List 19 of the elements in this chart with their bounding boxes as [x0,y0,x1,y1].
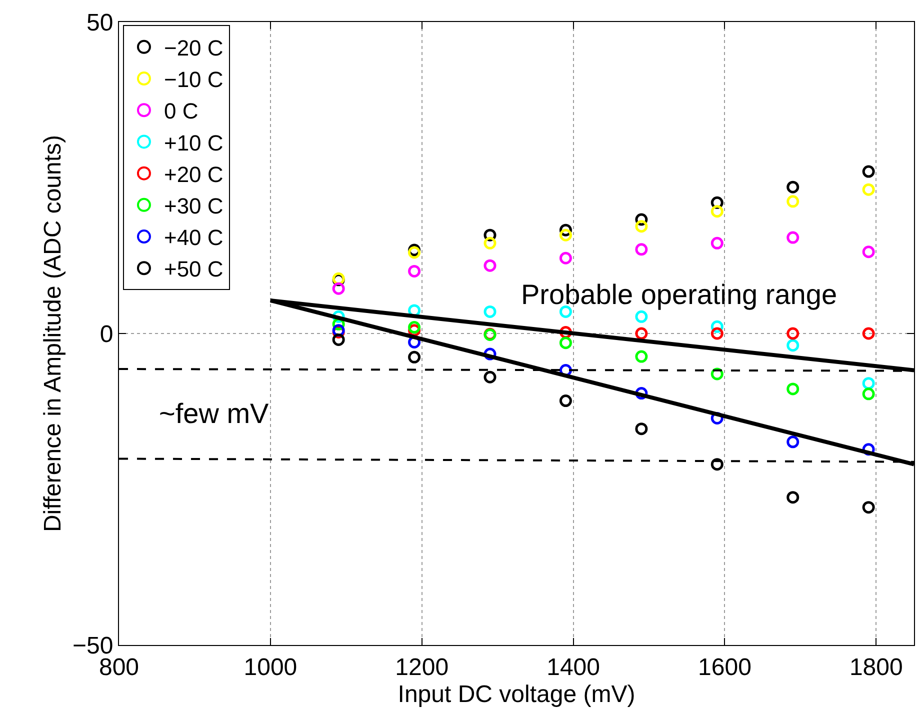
annotation: ~few mV [159,398,270,429]
y-tick-label: 50 [86,9,114,36]
legend-label: 0 C [164,98,198,124]
x-tick-label: 1800 [849,654,903,681]
x-axis-title: Input DC voltage (mV) [398,680,636,708]
legend-label: −20 C [164,35,224,60]
x-tick-label: 1200 [395,654,449,681]
legend-label: +10 C [164,130,224,156]
x-tick-label: 1400 [546,654,600,681]
x-tick-label: 1000 [244,654,298,681]
legend-label: −10 C [164,67,224,92]
legend-label: +40 C [164,225,224,250]
legend-label: +20 C [164,162,224,187]
x-tick-label: 1600 [698,654,752,681]
annotation: Probable operating range [521,279,838,310]
y-tick-label: 0 [100,320,114,348]
legend-label: +50 C [164,256,224,282]
legend-label: +30 C [164,193,224,218]
y-axis-title: Difference in Amplitude (ADC counts) [40,134,67,532]
